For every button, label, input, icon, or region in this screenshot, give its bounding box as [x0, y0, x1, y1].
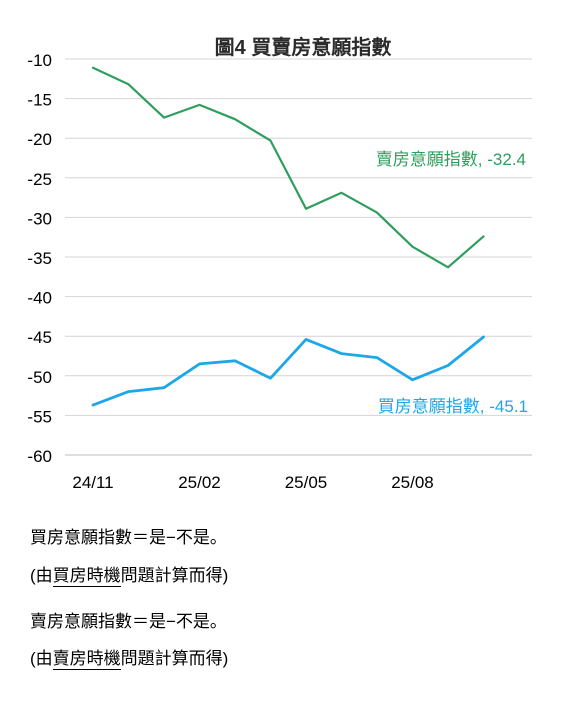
buy-formula-note: 買房意願指數＝是−不是。 [30, 527, 227, 549]
series-end-label: 買房意願指數, -45.1 [378, 397, 528, 416]
y-tick-label: -10 [27, 51, 52, 70]
y-tick-label: -15 [27, 91, 52, 110]
x-tick-label: 25/05 [285, 473, 328, 492]
y-tick-label: -60 [27, 447, 52, 466]
chart-title: 圖4 買賣房意願指數 [215, 35, 392, 59]
x-tick-label: 25/08 [391, 473, 434, 492]
y-tick-label: -50 [27, 368, 52, 387]
buy-source-open: (由 [30, 566, 53, 585]
y-tick-label: -45 [27, 328, 52, 347]
buy-formula-text: 買房意願指數＝是−不是。 [30, 528, 227, 547]
y-tick-label: -35 [27, 249, 52, 268]
sell-formula-note: 賣房意願指數＝是−不是。 [30, 611, 227, 633]
sell-source-rest: 問題計算而得) [120, 649, 229, 668]
sell-source-note: (由賣房時機問題計算而得) [30, 648, 228, 670]
y-axis: -10 -15 -20 -25 -30 -35 -40 -45 -50 -55 -60 [27, 51, 52, 466]
series-line-sell [91, 66, 485, 269]
y-tick-label: -20 [27, 130, 52, 149]
buy-source-rest: 問題計算而得) [120, 566, 229, 585]
buy-source-underlined: 買房時機 [52, 566, 121, 587]
sell-source-open: (由 [30, 649, 53, 668]
y-tick-label: -25 [27, 170, 52, 189]
sell-source-underlined: 賣房時機 [52, 649, 121, 670]
y-tick-label: -40 [27, 289, 52, 308]
y-tick-label: -55 [27, 407, 52, 426]
sell-formula-text: 賣房意願指數＝是−不是。 [30, 612, 227, 631]
chart: 圖4 買賣房意願指數 -10 -15 -20 -25 -30 -35 -40 -45 -50 -5… [27, 35, 532, 492]
y-tick-label: -30 [27, 209, 52, 228]
series-lines [91, 66, 485, 407]
x-tick-label: 24/11 [72, 473, 113, 492]
series-labels: 賣房意願指數, -32.4 買房意願指數, -45.1 [376, 150, 528, 416]
series-line-buy [91, 335, 485, 407]
x-axis: 24/11 25/02 25/05 25/08 [72, 473, 433, 492]
x-tick-label: 25/02 [178, 473, 221, 492]
series-end-label: 賣房意願指數, -32.4 [376, 150, 526, 169]
buy-source-note: (由買房時機問題計算而得) [30, 565, 228, 587]
gridlines [65, 58, 532, 456]
